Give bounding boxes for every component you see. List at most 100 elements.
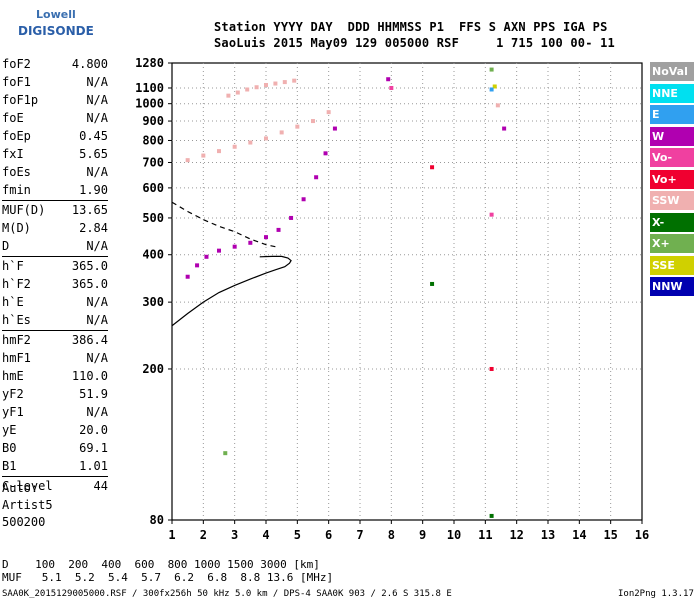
param-row: B0 69.1 bbox=[2, 439, 108, 457]
y-tick-label: 600 bbox=[142, 181, 164, 195]
x-tick-label: 13 bbox=[541, 528, 555, 542]
param-row: yF2 51.9 bbox=[2, 385, 108, 403]
param-row: foF2 4.800 bbox=[2, 55, 108, 73]
param-label: B0 bbox=[2, 441, 17, 455]
trace-point bbox=[264, 83, 268, 88]
trace-point bbox=[235, 90, 240, 95]
param-row: MUF(D) 13.65 bbox=[2, 201, 108, 219]
param-row: M(D) 2.84 bbox=[2, 219, 108, 237]
topside-profile-line bbox=[171, 201, 276, 248]
legend-item: NoVal bbox=[650, 62, 694, 81]
trace-point bbox=[195, 263, 200, 268]
param-label: h`E bbox=[2, 295, 24, 309]
trace-point bbox=[489, 67, 494, 72]
trace-point bbox=[232, 144, 237, 149]
x-tick-label: 7 bbox=[356, 528, 363, 542]
trace-point bbox=[279, 130, 284, 135]
param-value: N/A bbox=[86, 93, 108, 107]
param-value: 1.01 bbox=[79, 459, 108, 473]
param-label: yF2 bbox=[2, 387, 24, 401]
param-row: foF1 N/A bbox=[2, 73, 108, 91]
trace-point bbox=[217, 248, 221, 253]
header-labels: Station YYYY DAY DDD HHMMSS P1 FFS S AXN… bbox=[214, 20, 608, 34]
version-label: 500200 bbox=[2, 515, 46, 529]
trace-point bbox=[289, 215, 294, 220]
legend-item: E bbox=[650, 105, 694, 124]
param-label: MUF(D) bbox=[2, 203, 46, 217]
param-separator bbox=[2, 330, 108, 331]
param-value: N/A bbox=[86, 239, 108, 253]
param-label: C-level bbox=[2, 479, 53, 493]
trace-point bbox=[495, 103, 500, 108]
trace-point bbox=[276, 227, 281, 232]
param-value: N/A bbox=[86, 295, 108, 309]
y-tick-label: 400 bbox=[142, 248, 164, 262]
x-tick-label: 2 bbox=[200, 528, 207, 542]
x-tick-label: 11 bbox=[478, 528, 492, 542]
trace-point bbox=[273, 81, 278, 86]
trace-point bbox=[201, 153, 206, 158]
param-label: fxI bbox=[2, 147, 24, 161]
footer-version: Ion2Png 1.3.17 bbox=[618, 589, 694, 599]
param-value: 4.800 bbox=[71, 57, 108, 71]
height-profile-line bbox=[171, 255, 292, 327]
param-label: foF2 bbox=[2, 57, 31, 71]
trace-point bbox=[430, 165, 435, 170]
param-row: B1 1.01 bbox=[2, 457, 108, 475]
param-row: foF1p N/A bbox=[2, 91, 108, 109]
param-row: hmF1 N/A bbox=[2, 349, 108, 367]
param-value: 365.0 bbox=[71, 277, 108, 291]
trace-point bbox=[204, 254, 209, 259]
param-value: 5.65 bbox=[79, 147, 108, 161]
legend-item: Vo+ bbox=[650, 169, 694, 189]
trace-point bbox=[232, 244, 237, 249]
trace-point bbox=[323, 151, 328, 156]
footer-info: SAA0K_2015129005000.RSF / 300fx256h 50 k… bbox=[2, 589, 452, 599]
legend-item: W bbox=[650, 126, 694, 146]
y-tick-label: 1100 bbox=[135, 81, 164, 95]
distance-row: D 100 200 400 600 800 1000 1500 3000 [km… bbox=[2, 558, 320, 571]
legend-item: X+ bbox=[650, 234, 694, 253]
param-row: yE 20.0 bbox=[2, 421, 108, 439]
param-value: 69.1 bbox=[79, 441, 108, 455]
param-label: foF1p bbox=[2, 93, 39, 107]
trace-point bbox=[489, 513, 494, 518]
param-label: h`F2 bbox=[2, 277, 31, 291]
param-label: yE bbox=[2, 423, 17, 437]
y-tick-label: 1000 bbox=[135, 97, 164, 111]
param-row: h`F 365.0 bbox=[2, 257, 108, 275]
x-tick-label: 3 bbox=[231, 528, 238, 542]
param-value: 110.0 bbox=[71, 369, 108, 383]
param-value: N/A bbox=[86, 75, 108, 89]
param-row: C-level 44 bbox=[2, 477, 108, 495]
param-label: h`Es bbox=[2, 313, 31, 327]
trace-point bbox=[489, 366, 494, 371]
trace-point bbox=[489, 87, 494, 92]
trace-point bbox=[295, 124, 300, 129]
param-label: h`F bbox=[2, 259, 24, 273]
param-label: foEp bbox=[2, 129, 31, 143]
param-row: h`Es N/A bbox=[2, 311, 108, 329]
param-value: 44 bbox=[93, 479, 108, 493]
param-value: 1.90 bbox=[79, 183, 108, 197]
param-value: 51.9 bbox=[79, 387, 108, 401]
param-row: foEs N/A bbox=[2, 163, 108, 181]
x-tick-label: 5 bbox=[294, 528, 301, 542]
x-tick-label: 9 bbox=[419, 528, 426, 542]
param-value: 13.65 bbox=[71, 203, 108, 217]
trace-point bbox=[332, 126, 337, 131]
x-tick-label: 16 bbox=[635, 528, 649, 542]
param-value: 365.0 bbox=[71, 259, 108, 273]
trace-point bbox=[248, 140, 253, 145]
plot-frame bbox=[171, 62, 643, 521]
x-tick-label: 14 bbox=[572, 528, 586, 542]
param-separator bbox=[2, 200, 108, 201]
param-value: N/A bbox=[86, 351, 108, 365]
trace-point bbox=[430, 281, 435, 286]
trace-point bbox=[185, 274, 190, 279]
param-row: h`F2 365.0 bbox=[2, 275, 108, 293]
artist-label: Artist5 bbox=[2, 498, 53, 512]
param-row: hmF2 386.4 bbox=[2, 331, 108, 349]
legend-item: SSW bbox=[650, 191, 694, 210]
